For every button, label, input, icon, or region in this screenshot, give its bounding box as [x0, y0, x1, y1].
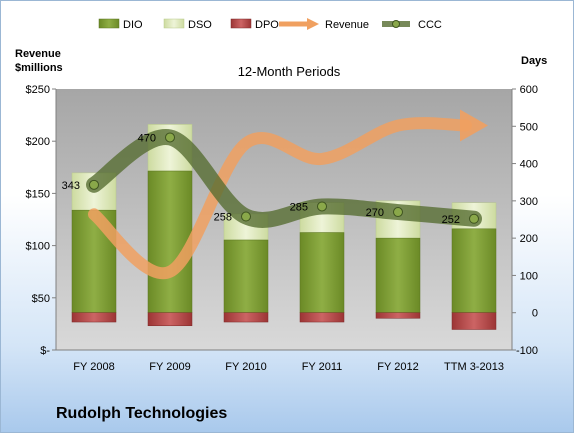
dio-bar-3	[299, 232, 345, 313]
legend-label-ccc: CCC	[418, 19, 442, 31]
ccc-point-2	[241, 211, 251, 222]
lines-layer: 343 470 258 285 270 252	[62, 109, 488, 280]
legend: DIO DSO DPO Revenue CCC	[98, 18, 442, 31]
left-tick-label-0: $-	[40, 345, 50, 357]
right-axis-label: Days	[521, 55, 547, 67]
right-tick-label-4: 300	[520, 196, 538, 208]
legend-label-revenue: Revenue	[325, 19, 369, 31]
category-label-1: FY 2009	[149, 361, 190, 373]
left-tick-label-4: $200	[26, 136, 50, 148]
right-tick-label-5: 400	[520, 159, 538, 171]
legend-swatch-dio	[98, 18, 120, 29]
legend-swatch-dpo	[230, 18, 252, 29]
ccc-point-1	[165, 132, 175, 143]
ccc-point-3	[317, 201, 327, 212]
left-tick-label-2: $100	[26, 241, 50, 253]
ccc-point-5	[469, 213, 479, 224]
dio-bar-1	[147, 170, 193, 313]
ccc-point-4	[393, 207, 403, 218]
category-label-0: FY 2008	[73, 361, 114, 373]
ccc-data-label-0: 343	[62, 180, 80, 192]
dio-bar-5	[451, 228, 497, 313]
company-name: Rudolph Technologies	[56, 405, 228, 422]
right-tick-label-7: 600	[520, 84, 538, 96]
legend-label-dio: DIO	[123, 19, 143, 31]
ccc-data-label-5: 252	[442, 214, 460, 226]
left-tick-label-1: $50	[32, 293, 50, 305]
ccc-point-0	[89, 179, 99, 190]
legend-arrowhead-revenue	[307, 18, 319, 30]
right-tick-label-2: 100	[520, 270, 538, 282]
category-label-2: FY 2010	[225, 361, 266, 373]
right-tick-label-0: -100	[516, 345, 538, 357]
revenue-line	[88, 117, 472, 280]
right-tick-label-1: 0	[532, 308, 538, 320]
ccc-data-label-4: 270	[366, 207, 384, 219]
dpo-bar-5	[451, 312, 497, 330]
axes-layer: $- $50 $100 $150 $200 $250 -100 0 100 200 300 400 50…	[26, 84, 538, 373]
ccc-data-label-2: 258	[214, 212, 232, 224]
left-tick-label-5: $250	[26, 84, 50, 96]
left-axis-label-line1: Revenue	[15, 48, 61, 60]
revenue-arrowhead	[460, 109, 488, 142]
category-label-3: FY 2011	[302, 361, 343, 373]
ccc-data-label-3: 285	[290, 201, 308, 213]
dpo-bar-2	[223, 312, 269, 323]
dpo-bar-3	[299, 312, 345, 323]
category-label-5: TTM 3-2013	[444, 361, 504, 373]
ccc-data-label-1: 470	[138, 132, 156, 144]
left-tick-label-3: $150	[26, 188, 50, 200]
dio-bar-4	[375, 237, 421, 313]
dpo-bar-1	[147, 312, 193, 327]
dpo-bar-4	[375, 312, 421, 319]
legend-swatch-dso	[163, 18, 185, 29]
legend-label-dpo: DPO	[255, 19, 279, 31]
right-tick-label-6: 500	[520, 121, 538, 133]
legend-label-dso: DSO	[188, 19, 212, 31]
left-axis-label-line2: $millions	[15, 62, 63, 74]
right-tick-label-3: 200	[520, 233, 538, 245]
dio-bar-2	[223, 239, 269, 313]
dpo-bar-0	[71, 312, 117, 323]
legend-marker-ccc	[392, 20, 400, 28]
category-label-4: FY 2012	[377, 361, 418, 373]
chart-title: 12-Month Periods	[238, 64, 341, 79]
